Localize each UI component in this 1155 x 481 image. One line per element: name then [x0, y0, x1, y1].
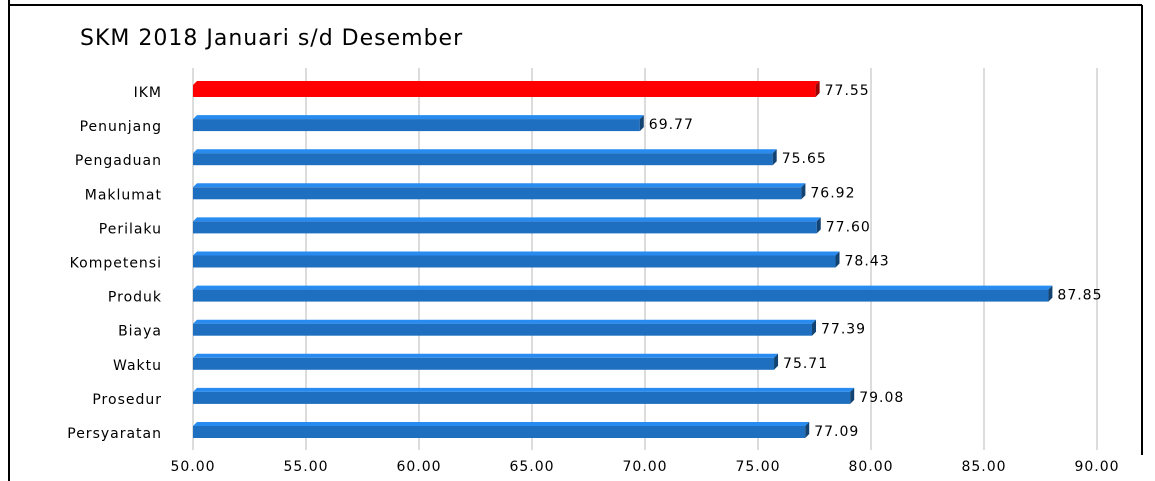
bar-end — [812, 319, 817, 336]
bar — [193, 119, 640, 132]
bar-top — [193, 285, 1053, 290]
bar — [193, 255, 836, 268]
y-tick-label: Kompetensi — [70, 256, 162, 272]
data-label: 77.55 — [825, 83, 870, 99]
chart-title: SKM 2018 Januari s/d Desember — [80, 26, 463, 51]
bar-end — [850, 387, 855, 404]
bar — [193, 187, 802, 200]
x-tick-label: 75.00 — [735, 459, 780, 475]
x-tick-label: 85.00 — [961, 459, 1006, 475]
y-tick-label: Persyaratan — [67, 426, 162, 442]
data-label: 75.65 — [782, 151, 827, 167]
data-label: 87.85 — [1057, 288, 1102, 304]
bar — [193, 426, 806, 438]
data-label: 76.92 — [810, 185, 855, 201]
bar — [193, 221, 817, 234]
bar-top — [193, 422, 810, 426]
bar-top — [193, 183, 806, 188]
bar-top — [193, 115, 644, 120]
bar-top — [193, 251, 840, 256]
bar-end — [815, 81, 820, 97]
y-tick-label: Produk — [108, 290, 162, 306]
x-tick-label: 90.00 — [1074, 459, 1119, 475]
bar-top — [193, 81, 820, 85]
y-tick-label: Pengaduan — [75, 153, 162, 169]
bar — [193, 85, 816, 97]
bar — [193, 153, 773, 166]
bar-end — [772, 149, 777, 166]
y-tick-label: IKM — [134, 85, 162, 101]
bar-end — [835, 251, 840, 268]
data-label: 77.09 — [814, 424, 859, 440]
x-tick-label: 50.00 — [170, 459, 215, 475]
bar — [193, 391, 851, 404]
y-tick-label: Maklumat — [85, 187, 162, 203]
y-tick-label: Prosedur — [92, 392, 162, 408]
data-label: 78.43 — [845, 254, 890, 270]
data-label: 77.39 — [821, 322, 866, 338]
bar — [193, 357, 775, 370]
bar-top — [193, 149, 777, 154]
bar-top — [193, 217, 821, 222]
bar-end — [816, 217, 821, 234]
x-tick-label: 65.00 — [509, 459, 554, 475]
x-tick-label: 70.00 — [622, 459, 667, 475]
y-tick-label: Biaya — [118, 324, 162, 340]
data-label: 75.71 — [783, 356, 828, 372]
data-label: 79.08 — [859, 390, 904, 406]
bar — [193, 289, 1049, 302]
y-tick-label: Penunjang — [80, 119, 162, 135]
bar-end — [801, 183, 806, 200]
data-label: 69.77 — [649, 117, 694, 133]
bar-top — [193, 319, 817, 324]
bar-end — [774, 353, 779, 370]
y-tick-label: Waktu — [113, 358, 162, 374]
bar-end — [639, 115, 644, 132]
y-tick-label: Perilaku — [99, 221, 162, 237]
x-tick-label: 55.00 — [283, 459, 328, 475]
bar-top — [193, 387, 855, 392]
bar — [193, 323, 813, 336]
bar-end — [805, 422, 810, 438]
x-tick-label: 80.00 — [848, 459, 893, 475]
x-tick-label: 60.00 — [396, 459, 441, 475]
data-label: 77.60 — [826, 219, 871, 235]
bar-top — [193, 353, 779, 358]
bar-end — [1048, 285, 1053, 302]
